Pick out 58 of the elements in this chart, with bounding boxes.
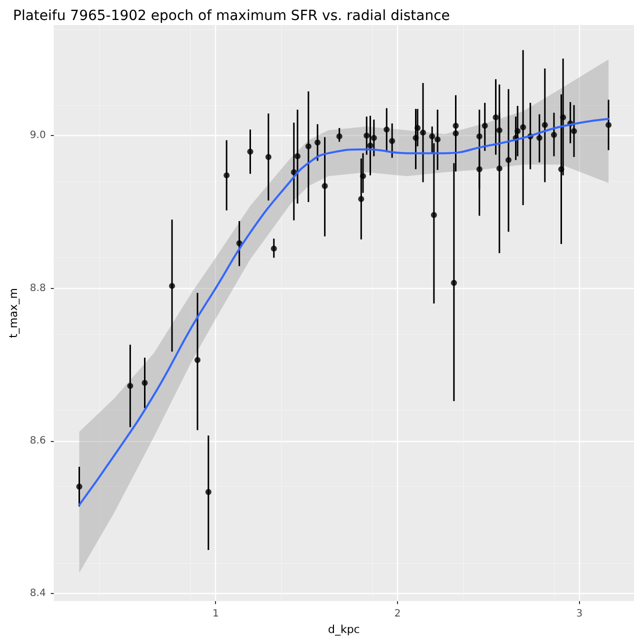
point <box>367 142 374 149</box>
y-axis-title: t_max_m <box>7 288 20 338</box>
point <box>430 212 437 218</box>
point <box>606 122 612 128</box>
point <box>358 196 364 202</box>
point <box>294 153 301 160</box>
point <box>384 126 390 133</box>
point <box>434 136 441 142</box>
point <box>205 488 212 495</box>
point <box>169 282 176 289</box>
y-tick-label: 8.4 <box>30 588 46 599</box>
point <box>76 484 82 490</box>
point <box>305 143 312 150</box>
y-tick-label: 8.6 <box>30 435 46 446</box>
x-axis-title: d_kpc <box>328 623 360 636</box>
line-series <box>78 118 610 506</box>
point <box>496 127 502 134</box>
point <box>476 166 482 172</box>
point <box>429 133 436 140</box>
point <box>360 173 366 180</box>
point <box>414 125 421 132</box>
x-tick-label: 2 <box>394 608 401 620</box>
point <box>520 124 526 130</box>
chart-title: Plateifu 7965-1902 epoch of maximum SFR vs. radial distance <box>13 8 450 24</box>
point <box>194 356 200 363</box>
point <box>127 382 134 389</box>
point <box>322 183 328 189</box>
point <box>570 128 577 134</box>
y-tick-label: 8.8 <box>30 282 46 294</box>
point <box>270 246 277 252</box>
point <box>389 138 396 144</box>
point <box>142 380 148 386</box>
point <box>514 128 521 134</box>
point <box>314 140 321 146</box>
y-tick-label: 9.0 <box>30 130 46 142</box>
point <box>452 122 459 129</box>
point <box>450 280 457 286</box>
point <box>506 157 512 164</box>
point <box>496 165 502 172</box>
point <box>482 122 488 129</box>
point <box>364 132 370 139</box>
point <box>224 172 230 178</box>
point <box>558 166 564 172</box>
point <box>420 130 426 136</box>
point <box>412 134 419 141</box>
point <box>265 154 272 160</box>
point <box>476 133 482 140</box>
point <box>542 122 548 128</box>
point <box>452 130 459 136</box>
point <box>550 132 557 138</box>
point <box>536 134 542 141</box>
x-tick-label: 3 <box>576 608 583 620</box>
x-tick-label: 1 <box>212 608 219 620</box>
point <box>336 133 342 140</box>
point <box>370 134 377 141</box>
point <box>560 114 566 120</box>
point <box>247 148 254 155</box>
point <box>492 114 499 120</box>
